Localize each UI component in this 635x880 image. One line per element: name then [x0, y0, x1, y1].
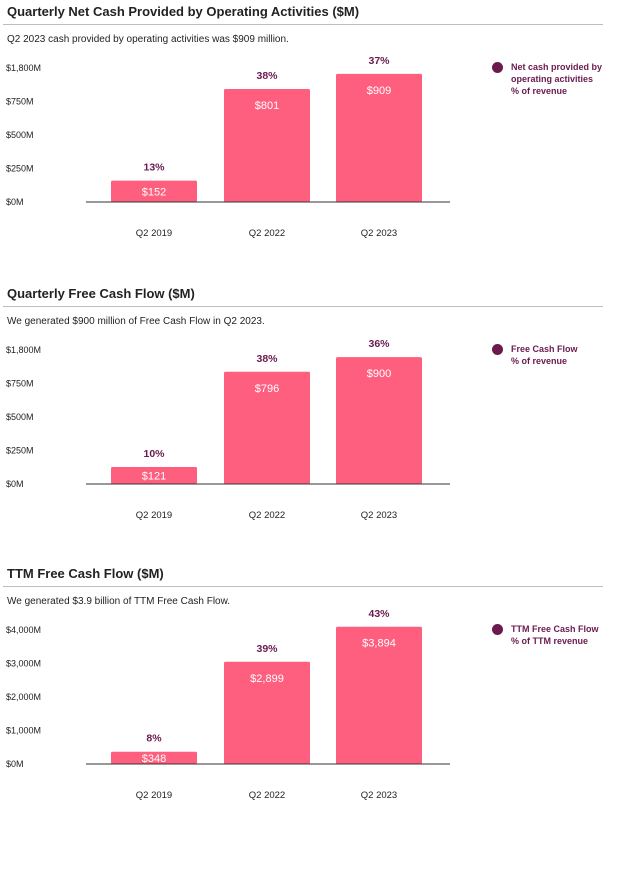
net-cash-bar-chart: $0M $250M $500M $750M $1,800M $152 13% Q2 2019 $…: [6, 55, 450, 239]
section-title: TTM Free Cash Flow ($M): [7, 566, 164, 581]
y-tick-label: $2,000M: [6, 692, 41, 702]
bar-value-label: $3,894: [362, 638, 396, 650]
bar-value-label: $121: [142, 470, 166, 482]
y-tick-label: $250M: [6, 446, 34, 456]
free-cash-flow-bar-chart: $0M $250M $500M $750M $1,800M $121 10% Q2 2019 $…: [6, 338, 450, 521]
x-category-label: Q2 2019: [136, 790, 172, 801]
bar: [224, 89, 310, 202]
bar-value-label: $2,899: [250, 673, 284, 685]
percent-label: 38%: [256, 353, 278, 365]
bar: [336, 357, 422, 484]
y-tick-label: $4,000M: [6, 625, 41, 635]
section-title: Quarterly Net Cash Provided by Operating…: [7, 4, 360, 19]
title-divider: [3, 24, 603, 25]
ttm-free-cash-flow-section: TTM Free Cash Flow ($M) We generated $3.…: [0, 566, 635, 816]
x-category-label: Q2 2023: [361, 790, 397, 801]
y-tick-label: $250M: [6, 164, 34, 174]
bar: [336, 73, 422, 203]
bar-value-label: $348: [142, 753, 166, 765]
bar-value-label: $801: [255, 100, 279, 112]
legend-line: Free Cash Flow: [511, 344, 578, 354]
percent-label: 13%: [143, 162, 165, 174]
net-cash-section: Quarterly Net Cash Provided by Operating…: [0, 4, 635, 254]
legend-line: operating activities: [511, 74, 594, 84]
x-category-label: Q2 2019: [136, 228, 172, 239]
y-tick-label: $750M: [6, 97, 34, 107]
legend-text: Net cash provided by operating activitie…: [511, 61, 616, 97]
bar: [111, 180, 197, 202]
x-category-label: Q2 2022: [249, 790, 285, 801]
legend-text: TTM Free Cash Flow % of TTM revenue: [511, 623, 616, 647]
bar: [111, 466, 197, 484]
percent-label: 36%: [368, 338, 390, 350]
percent-label: 43%: [368, 608, 390, 620]
legend-line: % of revenue: [511, 86, 568, 96]
section-title: Quarterly Free Cash Flow ($M): [7, 286, 195, 301]
bar-value-label: $900: [367, 368, 391, 380]
section-subtitle: Q2 2023 cash provided by operating activ…: [7, 34, 289, 45]
x-category-label: Q2 2022: [249, 228, 285, 239]
bar-value-label: $909: [367, 85, 391, 97]
x-category-label: Q2 2023: [361, 510, 397, 521]
y-tick-label: $0M: [6, 197, 24, 207]
bar: [336, 626, 422, 764]
percent-label: 10%: [143, 448, 165, 460]
legend-line: % of revenue: [511, 356, 568, 366]
percent-label: 37%: [368, 55, 390, 67]
free-cash-flow-section: Quarterly Free Cash Flow ($M) We generat…: [0, 286, 635, 536]
ttm-free-cash-flow-bar-chart: $0M $1,000M $2,000M $3,000M $4,000M $348 8% Q2 …: [6, 608, 450, 801]
section-subtitle: We generated $900 million of Free Cash F…: [7, 316, 265, 327]
section-subtitle: We generated $3.9 billion of TTM Free Ca…: [7, 596, 231, 607]
y-tick-label: $1,000M: [6, 726, 41, 736]
y-tick-label: $1,800M: [6, 345, 41, 355]
x-category-label: Q2 2023: [361, 228, 397, 239]
title-divider: [3, 306, 603, 307]
y-tick-label: $750M: [6, 379, 34, 389]
percent-label: 39%: [256, 643, 278, 655]
y-tick-label: $500M: [6, 130, 34, 140]
y-tick-label: $500M: [6, 412, 34, 422]
y-tick-label: $1,800M: [6, 63, 41, 73]
legend-line: Net cash provided by: [511, 62, 603, 72]
legend-line: TTM Free Cash Flow: [511, 624, 599, 634]
bar-value-label: $796: [255, 383, 279, 395]
legend-marker: [492, 62, 503, 73]
bar: [224, 661, 310, 764]
legend-marker: [492, 344, 503, 355]
x-category-label: Q2 2022: [249, 510, 285, 521]
title-divider: [3, 586, 603, 587]
y-tick-label: $3,000M: [6, 659, 41, 669]
percent-label: 8%: [146, 733, 162, 745]
bar: [111, 751, 197, 764]
y-tick-label: $0M: [6, 479, 24, 489]
legend-text: Free Cash Flow % of revenue: [511, 343, 616, 367]
legend-marker: [492, 624, 503, 635]
bar-value-label: $152: [142, 186, 166, 198]
bar: [224, 371, 310, 484]
percent-label: 38%: [256, 70, 278, 82]
y-tick-label: $0M: [6, 759, 24, 769]
x-category-label: Q2 2019: [136, 510, 172, 521]
legend-line: % of TTM revenue: [511, 636, 589, 646]
